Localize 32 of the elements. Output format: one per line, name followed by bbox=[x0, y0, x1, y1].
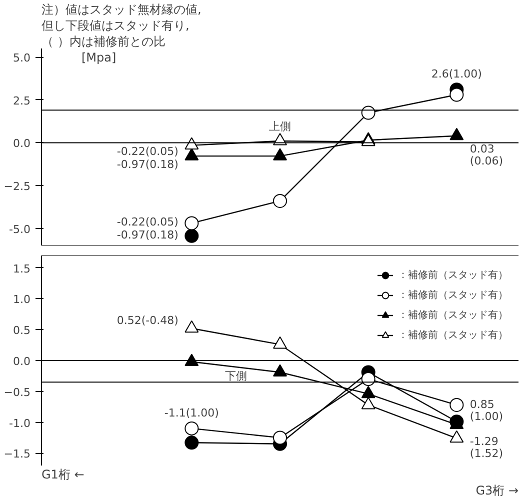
y-tick-label: 1.0 bbox=[13, 293, 31, 306]
legend-label: ：補修前（スタッド有） bbox=[398, 308, 508, 322]
text: （ ）内は補修前との比 bbox=[42, 34, 166, 48]
annotation: 2.6(1.00) bbox=[431, 68, 482, 81]
annotation: -0.22(0.05) -0.97(0.18) bbox=[116, 215, 178, 242]
legend-label: ：補修前（スタッド有） bbox=[398, 268, 508, 282]
annotation: 0.85 (1.00) bbox=[470, 398, 503, 423]
annotation: -1.1(1.00) bbox=[164, 406, 219, 420]
y-tick-label: −2.5 bbox=[4, 180, 31, 194]
y-axis-title: [Mpa] bbox=[82, 50, 116, 64]
y-tick-label: -5.0 bbox=[9, 222, 31, 236]
text: G3桁 → bbox=[476, 484, 519, 497]
annotation: -0.22(0.05) -0.97(0.18) bbox=[116, 145, 178, 172]
annotation: 下側 bbox=[224, 369, 247, 382]
y-tick-label: −1.5 bbox=[4, 448, 31, 461]
annotation: 0.52(-0.48) bbox=[116, 314, 178, 327]
text: G1桁 ← bbox=[42, 468, 84, 482]
y-tick-label: 5.0 bbox=[13, 52, 31, 65]
text: 但し下段値はスタッド有り, bbox=[42, 18, 190, 32]
y-tick-label: 2.5 bbox=[13, 94, 31, 108]
legend-label: ：補修前（スタッド有） bbox=[398, 328, 508, 342]
annotation: -1.29 (1.52) bbox=[470, 434, 503, 460]
y-tick-label: 0.0 bbox=[13, 355, 31, 368]
y-tick-label: 0.5 bbox=[13, 324, 31, 338]
y-tick-label: −0.5 bbox=[4, 386, 31, 399]
annotation: 上側 bbox=[269, 120, 291, 133]
y-tick-label: 1.5 bbox=[13, 262, 31, 276]
text: 注）値はスタッド無材縁の値, bbox=[42, 2, 202, 16]
legend-label: ：補修前（スタッド有） bbox=[398, 288, 508, 302]
y-tick-label: -1.0 bbox=[9, 416, 31, 430]
y-tick-label: 0.0 bbox=[13, 137, 31, 150]
annotation: 0.03 (0.06) bbox=[470, 142, 503, 168]
